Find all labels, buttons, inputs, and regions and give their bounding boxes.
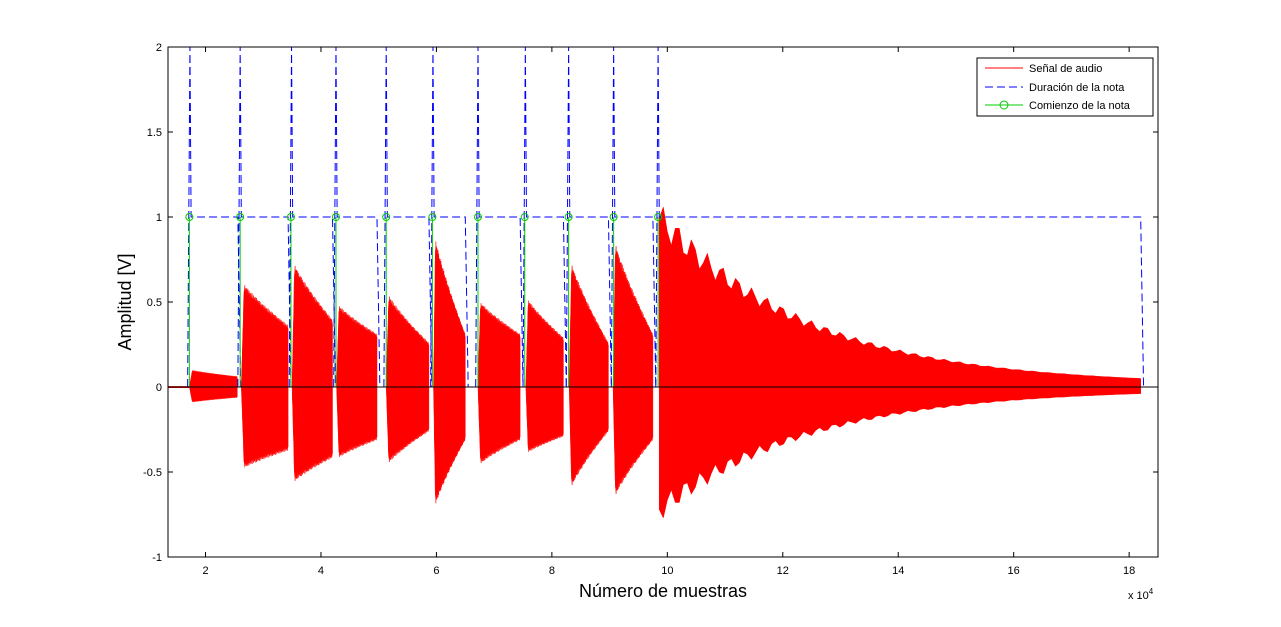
onset-marker	[331, 213, 340, 221]
audio-note-envelope	[658, 206, 1141, 519]
x-tick-label: 4	[318, 565, 324, 577]
y-tick-label: 1	[156, 212, 162, 224]
audio-note-envelope	[477, 303, 521, 464]
audio-note-envelope	[433, 241, 466, 504]
onset-marker	[564, 213, 573, 221]
y-axis-label: Amplitud [V]	[115, 253, 135, 350]
x-tick-label: 10	[661, 565, 673, 577]
audio-note-envelope	[612, 246, 654, 495]
note-duration-layer	[187, 46, 1145, 388]
y-tick-label: -1	[152, 552, 162, 564]
x-tick-label: 6	[433, 565, 439, 577]
x-multiplier: x 104	[1128, 587, 1154, 602]
x-tick-label: 14	[892, 565, 904, 577]
legend-label-onset: Comienzo de la nota	[1029, 100, 1131, 112]
audio-note-envelope	[336, 306, 378, 457]
audio-note-envelope	[385, 296, 430, 463]
note-duration-segment	[187, 46, 242, 388]
x-multiplier-exponent: 4	[1149, 587, 1154, 596]
legend-label-audio: Señal de audio	[1029, 63, 1102, 75]
note-onset-layer	[185, 213, 663, 387]
note-duration-segment	[610, 46, 657, 388]
x-tick-label: 18	[1123, 565, 1135, 577]
y-tick-label: 0.5	[147, 297, 162, 309]
note-duration-segment	[475, 46, 524, 388]
x-multiplier-base: x 10	[1128, 590, 1149, 602]
onset-marker	[236, 213, 245, 221]
audio-note-envelope	[189, 369, 238, 403]
legend-marker-onset	[999, 100, 1009, 110]
onset-marker	[382, 213, 391, 221]
y-tick-label: 2	[156, 42, 162, 54]
audio-note-envelope	[241, 285, 289, 468]
x-tick-label: 12	[777, 565, 789, 577]
x-tick-label: 8	[549, 565, 555, 577]
y-tick-label: 1.5	[147, 127, 162, 139]
y-tick-label: -0.5	[143, 467, 162, 479]
y-tick-label: 0	[156, 382, 162, 394]
audio-signal-layer	[168, 206, 1141, 519]
note-duration-segment	[655, 46, 1145, 388]
note-duration-segment	[333, 46, 381, 388]
note-duration-segment	[237, 46, 292, 388]
onset-marker	[185, 213, 194, 221]
note-duration-segment	[565, 46, 612, 388]
onset-marker	[286, 213, 295, 221]
note-duration-segment	[430, 46, 469, 388]
ticks-layer: 2 4 6 8 10 12 14 16 18 -1 -0.5 0 0.5 1 1.5 2	[143, 42, 1158, 577]
note-duration-segment	[522, 46, 567, 388]
onset-marker	[520, 213, 529, 221]
x-tick-label: 16	[1008, 565, 1020, 577]
audio-note-envelope	[291, 265, 333, 481]
audio-note-envelope	[525, 300, 564, 452]
onset-marker	[428, 213, 437, 221]
note-duration-segment	[288, 46, 336, 388]
x-axis-label: Número de muestras	[579, 581, 747, 601]
x-tick-label: 2	[202, 565, 208, 577]
onset-marker	[609, 213, 618, 221]
onset-marker	[654, 213, 663, 221]
onset-marker	[473, 213, 482, 221]
legend: Señal de audio Duración de la nota Comie…	[976, 57, 1154, 117]
legend-label-duration: Duración de la nota	[1029, 82, 1125, 94]
note-duration-segment	[383, 46, 433, 388]
audio-note-envelope	[568, 265, 609, 486]
